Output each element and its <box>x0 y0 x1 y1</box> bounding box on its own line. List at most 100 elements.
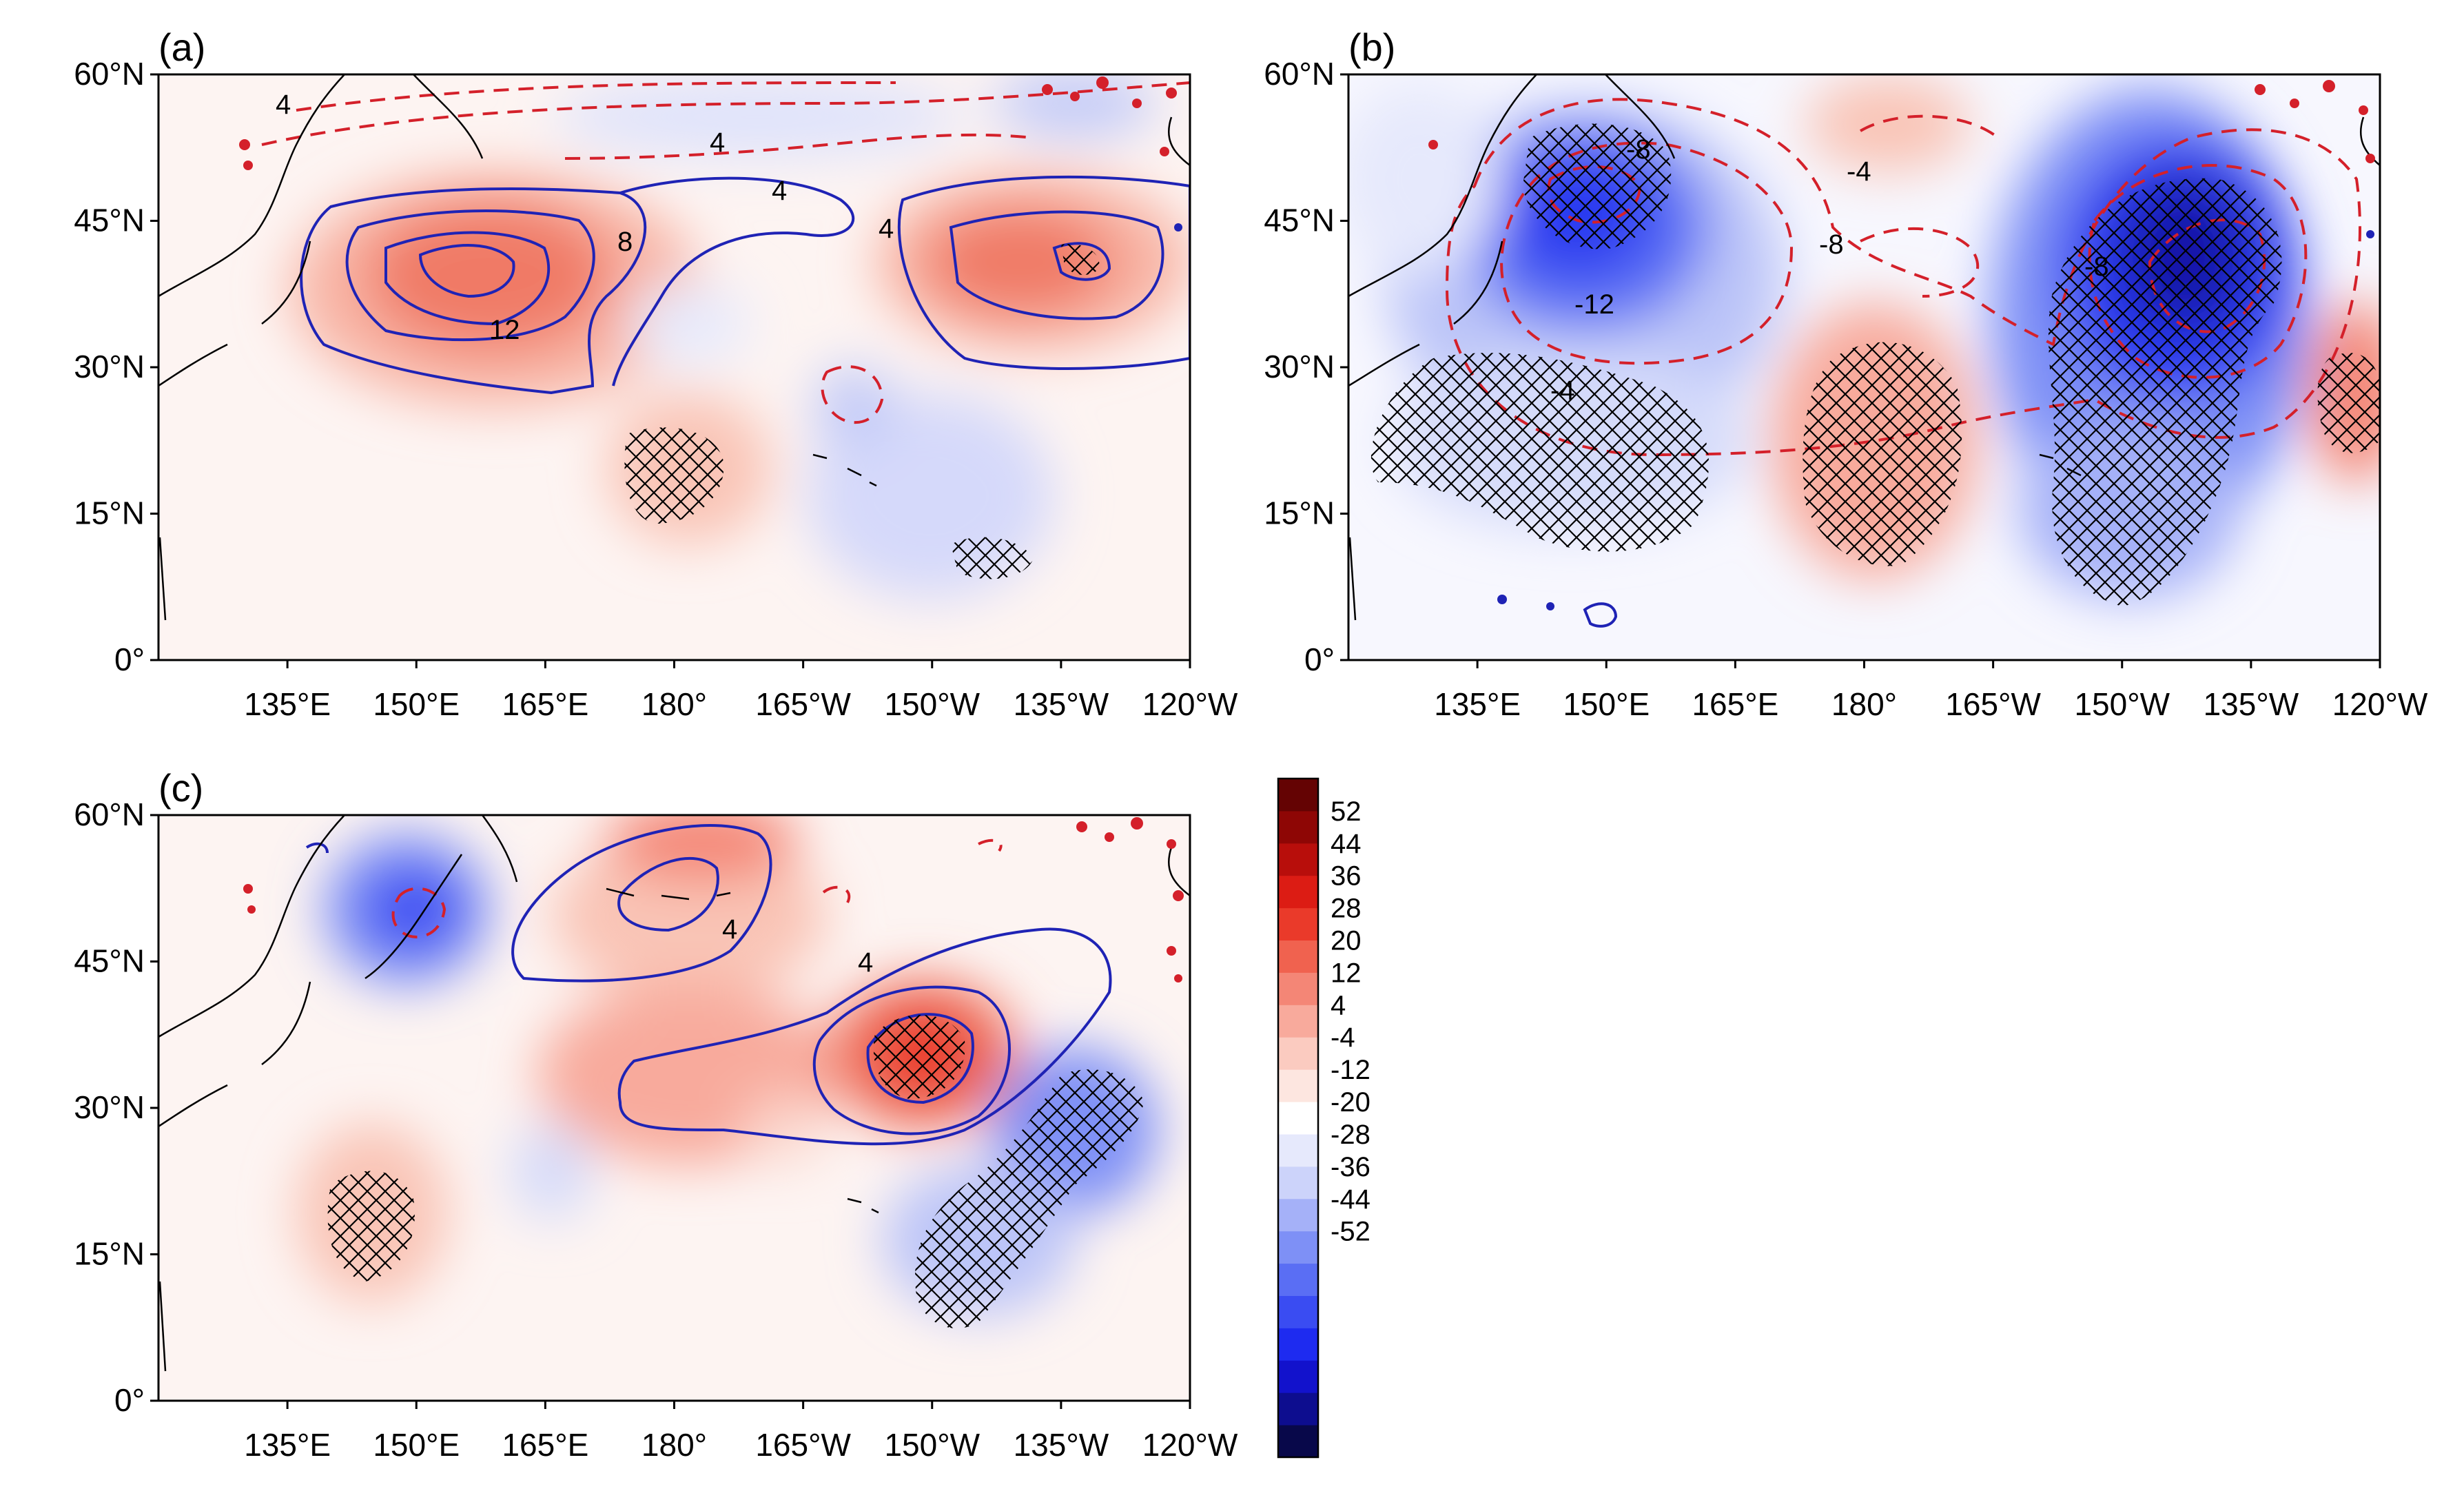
panel-b-contour-label: -4 <box>1847 156 1871 187</box>
panel-c: (c) 4 4 <box>157 766 1191 1402</box>
panel-b-hatching <box>1370 123 2380 606</box>
colorbar-segment <box>1278 1425 1318 1458</box>
colorbar-tick-label: -4 <box>1331 1022 1355 1053</box>
panel-a: (a) 4 8 12 4 4 4 <box>157 25 1191 661</box>
panel-b-speckle <box>1428 80 2375 610</box>
colorbar-segment <box>1278 1037 1318 1070</box>
y-tick-label: 30°N <box>74 1089 145 1125</box>
panel-a-coastline <box>158 74 1190 621</box>
colorbar-segment <box>1278 1198 1318 1232</box>
colorbar-segment <box>1278 779 1318 812</box>
colorbar-segment <box>1278 1102 1318 1135</box>
x-tick-label: 120°W <box>1142 686 1238 722</box>
colorbar-tick-label: 20 <box>1331 926 1362 956</box>
axis-ticks: 60°N 45°N 30°N 15°N 0° 135°E 150°E 165°E 180° 165… <box>74 56 2428 1463</box>
panel-a-contour-label: 8 <box>617 227 633 257</box>
colorbar-segment <box>1278 875 1318 909</box>
panel-c-speckle <box>243 817 1184 983</box>
x-tick-label: 165°E <box>502 686 588 722</box>
y-tick-label: 45°N <box>1264 203 1335 238</box>
panel-c-map <box>158 815 1190 1401</box>
panel-b-label: (b) <box>1348 25 1395 69</box>
colorbar-tick-label: -44 <box>1331 1184 1370 1215</box>
colorbar-tick-label: -52 <box>1331 1217 1370 1247</box>
panel-c-contours <box>305 824 1112 1146</box>
panel-b-contour-label: -8 <box>1819 229 1844 260</box>
x-tick-label: 150°W <box>884 686 980 722</box>
panel-a-contour-label: 4 <box>276 90 291 120</box>
x-tick-label: 150°W <box>884 1427 980 1463</box>
x-tick-label: 165°W <box>755 686 851 722</box>
x-tick-label: 180° <box>1831 686 1897 722</box>
colorbar-tick-label: -28 <box>1331 1120 1370 1150</box>
colorbar-segment <box>1278 1328 1318 1361</box>
x-tick-label: 180° <box>641 686 707 722</box>
panel-a-map <box>158 74 1190 660</box>
x-tick-label: 135°W <box>2204 686 2299 722</box>
colorbar-segment <box>1278 907 1318 941</box>
y-tick-label: 60°N <box>74 796 145 832</box>
y-tick-label: 30°N <box>1264 349 1335 384</box>
panel-b-contour-label: -8 <box>2084 251 2109 282</box>
y-tick-label: 0° <box>114 1382 145 1418</box>
colorbar-segment <box>1278 1263 1318 1296</box>
y-tick-label: 0° <box>1304 641 1335 677</box>
colorbar-tick-label: 28 <box>1331 894 1362 924</box>
colorbar-tick-label: 36 <box>1331 861 1362 892</box>
colorbar-tick-label: -20 <box>1331 1087 1370 1118</box>
x-tick-label: 150°E <box>1563 686 1650 722</box>
x-tick-label: 150°E <box>373 1427 460 1463</box>
panel-a-contour-label: 4 <box>879 214 894 244</box>
y-tick-label: 45°N <box>74 943 145 979</box>
x-tick-label: 135°E <box>1434 686 1521 722</box>
panel-c-contour-label: 4 <box>722 914 737 945</box>
y-tick-label: 15°N <box>1264 495 1335 531</box>
y-tick-label: 0° <box>114 641 145 677</box>
panel-b-map <box>1348 74 2380 660</box>
x-tick-label: 135°W <box>1014 1427 1109 1463</box>
panel-b-contour-label: -4 <box>1550 376 1575 406</box>
x-tick-label: 165°W <box>755 1427 851 1463</box>
panel-b-contour-label: -12 <box>1574 289 1614 320</box>
colorbar-tick-label: 44 <box>1331 829 1362 859</box>
y-tick-label: 60°N <box>74 56 145 92</box>
colorbar-segment <box>1278 1069 1318 1102</box>
colorbar-tick-label: -12 <box>1331 1055 1370 1085</box>
panel-c-contour-label: 4 <box>858 947 873 978</box>
panel-c-hatching <box>327 1014 1144 1328</box>
x-tick-label: 165°W <box>1945 686 2041 722</box>
y-tick-label: 45°N <box>74 203 145 238</box>
panel-c-label: (c) <box>158 766 203 810</box>
y-tick-label: 60°N <box>1264 56 1335 92</box>
panel-a-speckle <box>239 76 1182 232</box>
panel-a-hatching <box>624 244 1100 579</box>
x-tick-label: 135°W <box>1014 686 1109 722</box>
colorbar-segment <box>1278 1295 1318 1328</box>
colorbar-frame <box>1277 777 1320 1459</box>
colorbar-segment <box>1278 810 1318 844</box>
colorbar-tick-label: 52 <box>1331 796 1362 827</box>
colorbar-segment <box>1278 1133 1318 1167</box>
colorbar-segment <box>1278 940 1318 973</box>
x-tick-label: 180° <box>641 1427 707 1463</box>
panel-a-contour-label: 12 <box>489 315 520 345</box>
colorbar-segment <box>1278 1231 1318 1264</box>
panel-a-contour-label: 4 <box>772 176 787 206</box>
x-tick-label: 150°W <box>2074 686 2170 722</box>
x-tick-label: 135°E <box>244 686 331 722</box>
x-tick-label: 135°E <box>244 1427 331 1463</box>
y-tick-label: 15°N <box>74 495 145 531</box>
panel-a-contour-label: 4 <box>710 127 725 158</box>
colorbar-segment <box>1278 843 1318 876</box>
colorbar-segment <box>1278 972 1318 1005</box>
panel-b: (b) -8 -12 -8 -4 -8 -4 <box>1347 25 2381 661</box>
panel-b-contour-label: -8 <box>1626 134 1651 165</box>
y-tick-label: 30°N <box>74 349 145 384</box>
y-tick-label: 15°N <box>74 1236 145 1272</box>
colorbar-tick-label: -36 <box>1331 1152 1370 1182</box>
colorbar-segment <box>1278 1005 1318 1038</box>
colorbar-tick-label: 4 <box>1331 990 1346 1020</box>
panel-b-coastline <box>1348 74 2380 621</box>
